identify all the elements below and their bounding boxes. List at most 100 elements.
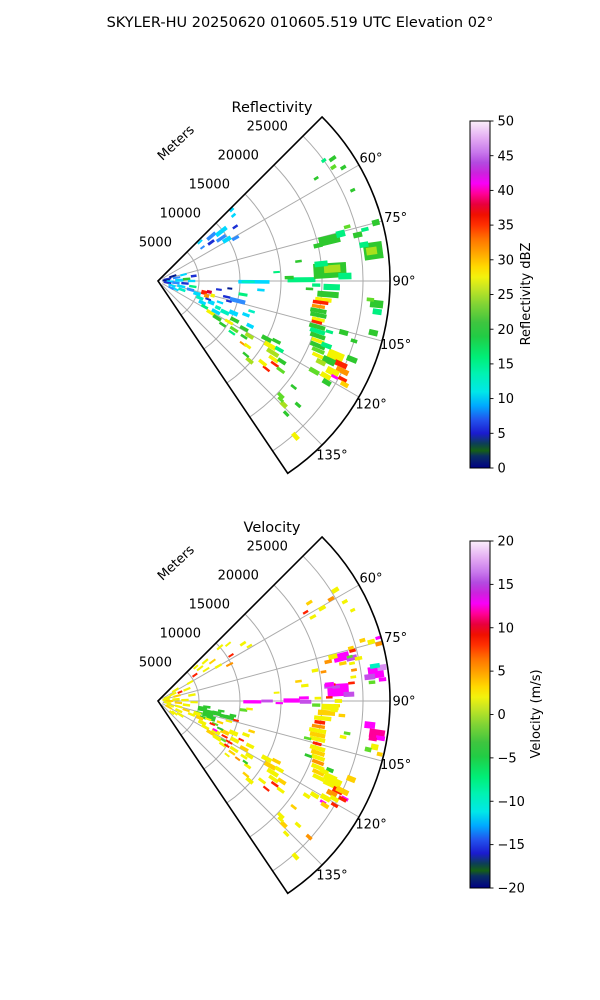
echo-cell — [311, 346, 326, 356]
echo-cell — [216, 300, 224, 305]
echo-cell — [350, 675, 357, 679]
echo-cell — [162, 697, 170, 702]
echo-cell — [332, 651, 350, 663]
echo-cell — [201, 723, 210, 731]
colorbar-tick-label: 10 — [498, 392, 515, 407]
echo-cell — [163, 281, 172, 285]
range-ring — [272, 555, 364, 872]
echo-cell — [325, 329, 334, 335]
echo-cell — [338, 661, 347, 666]
azimuth-spoke — [162, 164, 360, 279]
echo-cell — [192, 664, 199, 670]
echo-cell — [358, 241, 369, 249]
echo-cell — [270, 360, 280, 368]
echo-cell — [241, 731, 251, 738]
colorbar — [469, 540, 491, 889]
echo-cell — [277, 396, 285, 403]
range-ring — [203, 642, 241, 770]
echo-cell — [352, 231, 363, 239]
echo-cell — [311, 319, 323, 325]
echo-cell — [167, 285, 175, 291]
echo-cell — [218, 741, 227, 748]
colorbar-tick-label: 45 — [498, 149, 515, 164]
echo-cell — [205, 714, 217, 722]
azimuth-spoke — [161, 284, 323, 446]
echo-cell — [228, 749, 236, 756]
echo-cell — [364, 746, 372, 753]
echo-cell — [378, 677, 387, 682]
echo-cell — [310, 753, 326, 762]
echo-cell — [325, 788, 338, 799]
echo-cell — [225, 719, 233, 724]
echo-cell — [375, 735, 386, 742]
colorbar-tick-label: 25 — [498, 288, 515, 303]
echo-cell — [210, 293, 216, 298]
echo-cell — [228, 653, 234, 658]
echo-cell — [323, 264, 341, 274]
echo-cell — [239, 325, 249, 333]
echo-cell — [370, 743, 379, 751]
echo-cell — [325, 696, 333, 699]
echo-cell — [338, 272, 352, 280]
echo-cell — [277, 391, 285, 400]
echo-cell — [245, 742, 255, 750]
echo-cell — [372, 308, 383, 316]
echo-layer — [162, 155, 384, 442]
echo-cell — [197, 719, 207, 726]
echo-cell — [215, 234, 227, 243]
echo-cell — [263, 340, 278, 352]
echo-cell — [343, 691, 355, 697]
echo-cell — [202, 705, 211, 709]
echo-cell — [239, 708, 248, 712]
azimuth-tick-label: 135° — [316, 868, 347, 883]
echo-cell — [298, 696, 309, 700]
echo-cell — [277, 816, 285, 823]
echo-cell — [309, 735, 326, 744]
echo-cell — [348, 648, 357, 654]
echo-cell — [368, 328, 379, 337]
echo-cell — [239, 745, 249, 753]
echo-cell — [199, 245, 206, 250]
velocity-plot: 60° 75° 90° 105° 120° 135° 5000 10000 15000 20000… — [139, 535, 525, 897]
echo-cell — [314, 696, 322, 700]
echo-cell — [311, 316, 326, 323]
echo-cell — [319, 371, 332, 381]
echo-cell — [257, 288, 265, 292]
colorbar-label-reflectivity: Reflectivity dBZ — [519, 243, 534, 346]
azimuth-tick-label: 105° — [380, 758, 411, 773]
echo-cell — [169, 691, 177, 697]
echo-cell — [299, 699, 312, 704]
echo-cell — [202, 666, 210, 673]
echo-cell — [166, 703, 175, 708]
echo-cell — [207, 299, 215, 306]
echo-cell — [206, 289, 213, 294]
echo-cell — [320, 341, 333, 350]
echo-layer — [162, 586, 387, 861]
echo-cell — [348, 661, 356, 666]
echo-cell — [262, 365, 271, 373]
echo-cell — [187, 279, 196, 283]
echo-cell — [312, 299, 329, 306]
reflectivity-title: Reflectivity — [232, 100, 313, 116]
echo-cell — [328, 155, 337, 163]
range-axis-label-reflectivity: Meters — [155, 123, 198, 164]
echo-cell — [244, 752, 254, 760]
echo-cell — [215, 288, 222, 292]
echo-cell — [343, 731, 351, 736]
echo-cell — [230, 212, 237, 219]
echo-cell — [329, 164, 337, 171]
echo-cell — [345, 774, 357, 784]
echo-cell — [176, 284, 186, 289]
colorbar-tick-label: 40 — [498, 184, 515, 199]
echo-cell — [309, 331, 326, 341]
echo-cell — [282, 410, 290, 418]
colorbar-tick-label: −5 — [498, 751, 517, 766]
echo-cell — [368, 680, 376, 685]
echo-cell — [287, 277, 316, 283]
echo-cell — [330, 373, 339, 380]
echo-cell — [349, 607, 356, 613]
echo-cell — [181, 281, 189, 285]
echo-cell — [174, 708, 183, 714]
echo-cell — [174, 701, 183, 705]
echo-cell — [314, 719, 326, 725]
